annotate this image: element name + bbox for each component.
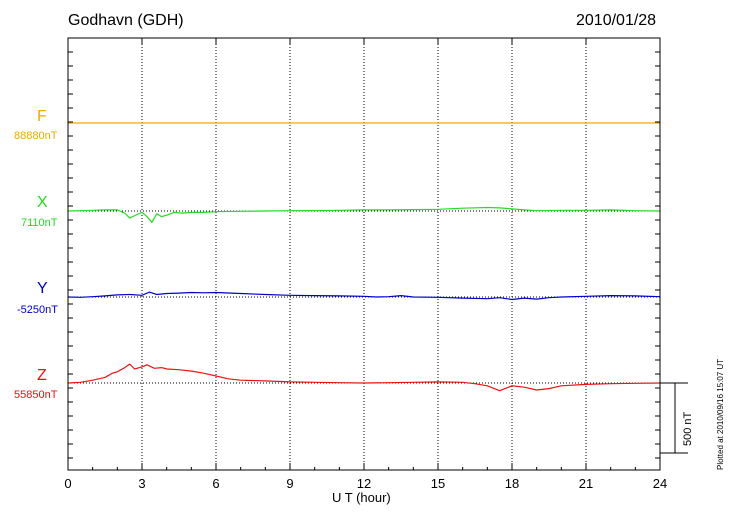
series-name-z: Z xyxy=(37,367,47,384)
station-title: Godhavn (GDH) xyxy=(68,12,184,29)
series-line-x xyxy=(67,206,661,224)
series-baseline-z: 55850nT xyxy=(14,389,58,401)
plotted-at-note: Plotted at 2010/09/16 15:07 UT xyxy=(716,358,725,470)
series-baseline-x: 7110nT xyxy=(21,217,58,229)
x-axis-title: U T (hour) xyxy=(332,490,391,505)
grid xyxy=(68,38,660,470)
series-baseline-y: -5250nT xyxy=(17,304,58,316)
x-tick-label: 3 xyxy=(138,476,145,491)
series-baseline-f: 88880nT xyxy=(14,130,58,142)
x-tick-label: 21 xyxy=(579,476,593,491)
x-tick-label: 15 xyxy=(431,476,445,491)
x-tick-label: 6 xyxy=(212,476,219,491)
scale-bar-label: 500 nT xyxy=(682,411,694,446)
x-tick-label: 18 xyxy=(505,476,519,491)
series-layer xyxy=(67,122,661,392)
series-name-y: Y xyxy=(37,280,48,297)
date-label: 2010/01/28 xyxy=(576,12,657,29)
series-name-f: F xyxy=(37,108,47,125)
series-line-z xyxy=(67,363,661,392)
x-tick-label: 24 xyxy=(653,476,667,491)
axes: 0 3 6 9 12 15 18 21 24 xyxy=(64,37,688,491)
x-tick-label: 12 xyxy=(357,476,371,491)
x-tick-label: 9 xyxy=(286,476,293,491)
x-tick-label: 0 xyxy=(64,476,71,491)
series-line-y xyxy=(67,291,661,301)
series-name-x: X xyxy=(37,194,48,211)
